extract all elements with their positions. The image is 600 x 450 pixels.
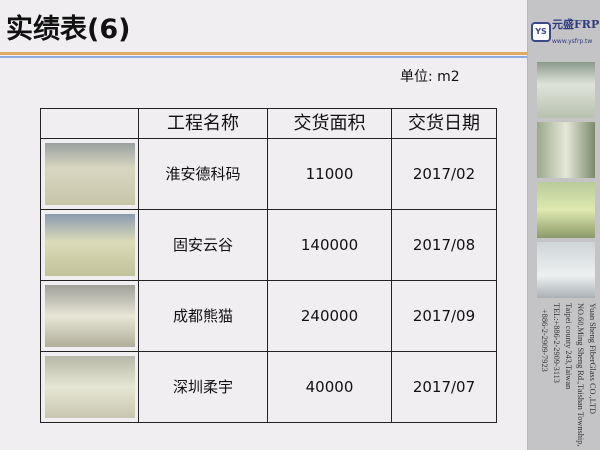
col-photo [40, 108, 139, 139]
sidebar-photo-1 [537, 62, 595, 118]
project-area: 40000 [267, 351, 392, 423]
project-date: 2017/09 [391, 280, 497, 352]
project-area: 140000 [267, 209, 392, 281]
project-date: 2017/02 [391, 138, 497, 210]
project-area: 11000 [267, 138, 392, 210]
address-line: Taipei county 243,Taiwan [564, 303, 573, 390]
logo-mark-icon: YS [531, 22, 551, 42]
project-photo [44, 356, 135, 418]
unit-label: 单位: m2 [400, 69, 460, 85]
col-name: 工程名称 [138, 108, 268, 139]
projects-table: 工程名称 交货面积 交货日期 淮安德科码 11000 2017/02 固安云谷 … [40, 108, 497, 423]
table-row: 淮安德科码 11000 2017/02 [40, 138, 497, 210]
project-photo [44, 214, 135, 276]
project-photo [44, 143, 135, 205]
logo-name: 元盛FRP [552, 18, 600, 31]
project-photo [44, 285, 135, 347]
page-title: 实绩表(6) [6, 14, 131, 45]
project-area: 240000 [267, 280, 392, 352]
project-date: 2017/07 [391, 351, 497, 423]
project-name: 固安云谷 [138, 209, 268, 281]
address-line: NO.60,Ming Sheng Rd.,Taishan Township, [576, 303, 585, 447]
sidebar-photo-4 [537, 242, 595, 298]
address-line: TEL:+886-2-2909-3113 [552, 303, 561, 383]
table-row: 固安云谷 140000 2017/08 [40, 209, 497, 281]
sidebar-photo-2 [537, 122, 595, 178]
address-line: +886-2-2909-7923 [540, 309, 549, 372]
company-address: Yuan Sheng FiberGlass CO.,LTD NO.60,Ming… [534, 303, 598, 449]
project-name: 成都熊猫 [138, 280, 268, 352]
address-line: Yuan Sheng FiberGlass CO.,LTD [588, 303, 597, 415]
col-area: 交货面积 [267, 108, 392, 139]
divider-blue [0, 56, 527, 58]
company-logo: YS 元盛FRP www.ysfrp.tw [528, 16, 600, 52]
table-row: 深圳柔宇 40000 2017/07 [40, 351, 497, 423]
logo-url: www.ysfrp.tw [552, 38, 593, 45]
project-name: 淮安德科码 [138, 138, 268, 210]
project-date: 2017/08 [391, 209, 497, 281]
divider-orange [0, 52, 527, 55]
table-row: 成都熊猫 240000 2017/09 [40, 280, 497, 352]
sidebar-photo-3 [537, 182, 595, 238]
table-header: 工程名称 交货面积 交货日期 [40, 108, 497, 139]
project-name: 深圳柔宇 [138, 351, 268, 423]
col-date: 交货日期 [391, 108, 497, 139]
